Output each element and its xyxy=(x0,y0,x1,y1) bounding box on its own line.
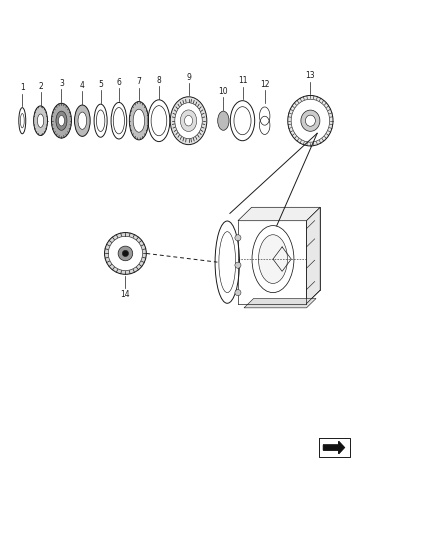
Ellipse shape xyxy=(170,97,207,144)
Text: 3: 3 xyxy=(59,79,64,88)
Ellipse shape xyxy=(37,114,44,127)
Ellipse shape xyxy=(218,111,229,130)
Text: 12: 12 xyxy=(260,80,269,89)
Ellipse shape xyxy=(184,116,193,126)
Text: 9: 9 xyxy=(186,72,191,82)
Ellipse shape xyxy=(252,225,294,293)
Text: 10: 10 xyxy=(219,87,228,96)
Ellipse shape xyxy=(74,105,90,136)
Ellipse shape xyxy=(108,236,142,271)
Ellipse shape xyxy=(51,103,71,138)
Ellipse shape xyxy=(258,235,287,284)
Ellipse shape xyxy=(180,110,197,132)
Ellipse shape xyxy=(129,102,148,140)
Ellipse shape xyxy=(118,246,133,261)
Text: 1: 1 xyxy=(20,83,25,92)
Text: 8: 8 xyxy=(156,76,161,85)
Ellipse shape xyxy=(291,99,330,142)
Circle shape xyxy=(235,235,241,241)
Ellipse shape xyxy=(105,232,146,274)
Text: 13: 13 xyxy=(306,71,315,80)
Polygon shape xyxy=(238,207,320,221)
Polygon shape xyxy=(307,207,320,304)
Ellipse shape xyxy=(56,111,67,130)
Circle shape xyxy=(235,289,241,296)
Ellipse shape xyxy=(288,95,333,146)
Ellipse shape xyxy=(78,112,87,130)
Text: 14: 14 xyxy=(120,289,130,298)
Ellipse shape xyxy=(58,116,64,126)
Ellipse shape xyxy=(175,103,202,139)
Text: 6: 6 xyxy=(117,78,121,87)
Ellipse shape xyxy=(34,106,47,135)
Polygon shape xyxy=(244,298,316,308)
Text: 2: 2 xyxy=(38,82,43,91)
Text: 5: 5 xyxy=(98,80,103,89)
Polygon shape xyxy=(323,441,344,454)
Text: 11: 11 xyxy=(238,76,247,85)
Ellipse shape xyxy=(301,110,320,131)
Text: 7: 7 xyxy=(137,77,141,86)
Ellipse shape xyxy=(305,115,315,126)
Ellipse shape xyxy=(133,109,145,132)
Text: 4: 4 xyxy=(80,81,85,90)
Circle shape xyxy=(235,262,241,268)
Ellipse shape xyxy=(122,251,129,256)
